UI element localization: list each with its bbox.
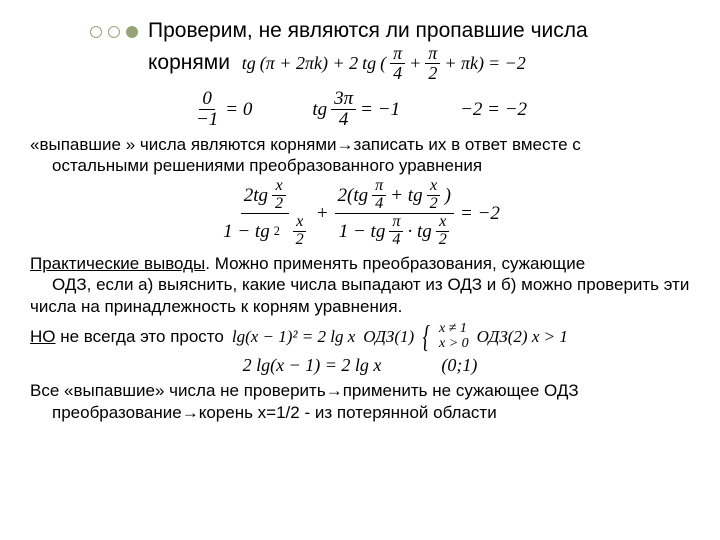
brace-icon: { <box>423 324 431 350</box>
math-text: x > 0 <box>439 336 469 351</box>
title-formula: tg(π + 2πk) + 2tg( π4 + π2 + πk) = −2 <box>242 44 526 83</box>
math-text: x <box>427 178 440 196</box>
math-text: + πk) <box>444 52 484 75</box>
math-text: 2 <box>274 225 280 238</box>
math-text: 2 <box>427 196 441 213</box>
title-line2: корнями <box>148 51 230 74</box>
main-equation: 2tg x2 1 − tg2 x2 + 2(tg π4 + tg x2 <box>30 178 690 249</box>
para-text: остальными решениями преобразованного ур… <box>30 156 482 175</box>
math-text: = −2 <box>488 52 526 75</box>
math-text: (π + 2πk) + 2 <box>260 52 358 75</box>
para-4: Все «выпавшие» числа не проверить→примен… <box>30 380 690 423</box>
math-text: x <box>436 214 449 232</box>
math-text: 2 <box>425 64 440 83</box>
math-text: 3π <box>331 89 356 110</box>
slide-title: Проверим, не являются ли пропавшие числа… <box>148 18 588 83</box>
math-text: x <box>272 178 285 196</box>
inline-equation: lg(x − 1)² = 2 lg x <box>232 326 355 347</box>
math-text: x <box>293 214 306 232</box>
para-text: преобразование→корень x=1/2 - из потерян… <box>30 403 497 422</box>
para-lead: Практические выводы <box>30 254 205 273</box>
math-text: 1 − tg <box>339 222 386 242</box>
bullet-icon <box>108 26 120 38</box>
math-text: ОДЗ(1) <box>363 326 414 347</box>
para-text: Все «выпавшие» числа не проверить→примен… <box>30 381 579 400</box>
math-text: 2tg <box>244 186 268 206</box>
math-text: + <box>409 52 421 75</box>
check-row: 0−1 = 0 tg 3π4 = −1 −2 = −2 <box>30 89 690 130</box>
para-text: . Можно применять преобразования, сужающ… <box>205 254 585 273</box>
math-text: tg <box>242 52 256 75</box>
para-lead: НО <box>30 327 56 346</box>
check-eq-3: −2 = −2 <box>460 98 527 122</box>
math-text: 4 <box>390 64 405 83</box>
math-text: 4 <box>372 196 386 213</box>
math-text: = −1 <box>360 98 400 122</box>
math-text: 2 <box>272 196 286 213</box>
bullet-icon <box>126 26 138 38</box>
math-text: x ≠ 1 <box>439 321 469 336</box>
math-text: + <box>316 202 329 226</box>
math-text: = 0 <box>225 98 252 122</box>
math-text: 1 − tg <box>223 222 270 242</box>
center-row: 2 lg(x − 1) = 2 lg x (0;1) <box>30 354 690 377</box>
para-3: НО не всегда это просто lg(x − 1)² = 2 l… <box>30 321 690 352</box>
math-text: + tg <box>390 186 422 206</box>
math-text: 0 <box>199 89 215 110</box>
domain-1-label: ОДЗ(1) { x ≠ 1 x > 0 <box>363 321 468 352</box>
para-text: «выпавшие » числа являются корнями→запис… <box>30 135 581 154</box>
bullet-decor <box>90 26 138 38</box>
math-text: ( <box>380 52 386 75</box>
math-text: · tg <box>407 222 431 242</box>
math-text: π <box>425 44 440 64</box>
math-text: 4 <box>389 232 403 249</box>
math-text: ) <box>445 186 451 206</box>
domain-2-label: ОДЗ(2) x > 1 <box>477 326 568 347</box>
interval-label: (0;1) <box>441 354 477 377</box>
math-text: −1 <box>193 110 221 130</box>
bullet-icon <box>90 26 102 38</box>
math-text: π <box>390 44 405 64</box>
math-text: π <box>389 214 403 232</box>
math-text: tg <box>362 52 376 75</box>
math-text: π <box>372 178 386 196</box>
math-text: tg <box>312 98 327 122</box>
para-2: Практические выводы. Можно применять пре… <box>30 253 690 317</box>
para-1: «выпавшие » числа являются корнями→запис… <box>30 134 690 177</box>
math-text: 2 <box>293 232 307 249</box>
para-text: не всегда это просто <box>56 327 224 346</box>
title-line1: Проверим, не являются ли пропавшие числа <box>148 19 588 42</box>
math-text: 2 <box>436 232 450 249</box>
inline-equation-2: 2 lg(x − 1) = 2 lg x <box>243 354 382 377</box>
check-eq-1: 0−1 = 0 <box>193 89 252 130</box>
math-text: 2(tg <box>338 186 369 206</box>
math-text: 4 <box>336 110 352 130</box>
math-text: = −2 <box>460 202 500 226</box>
para-text: ОДЗ, если а) выяснить, какие числа выпад… <box>30 275 689 315</box>
check-eq-2: tg 3π4 = −1 <box>312 89 400 130</box>
